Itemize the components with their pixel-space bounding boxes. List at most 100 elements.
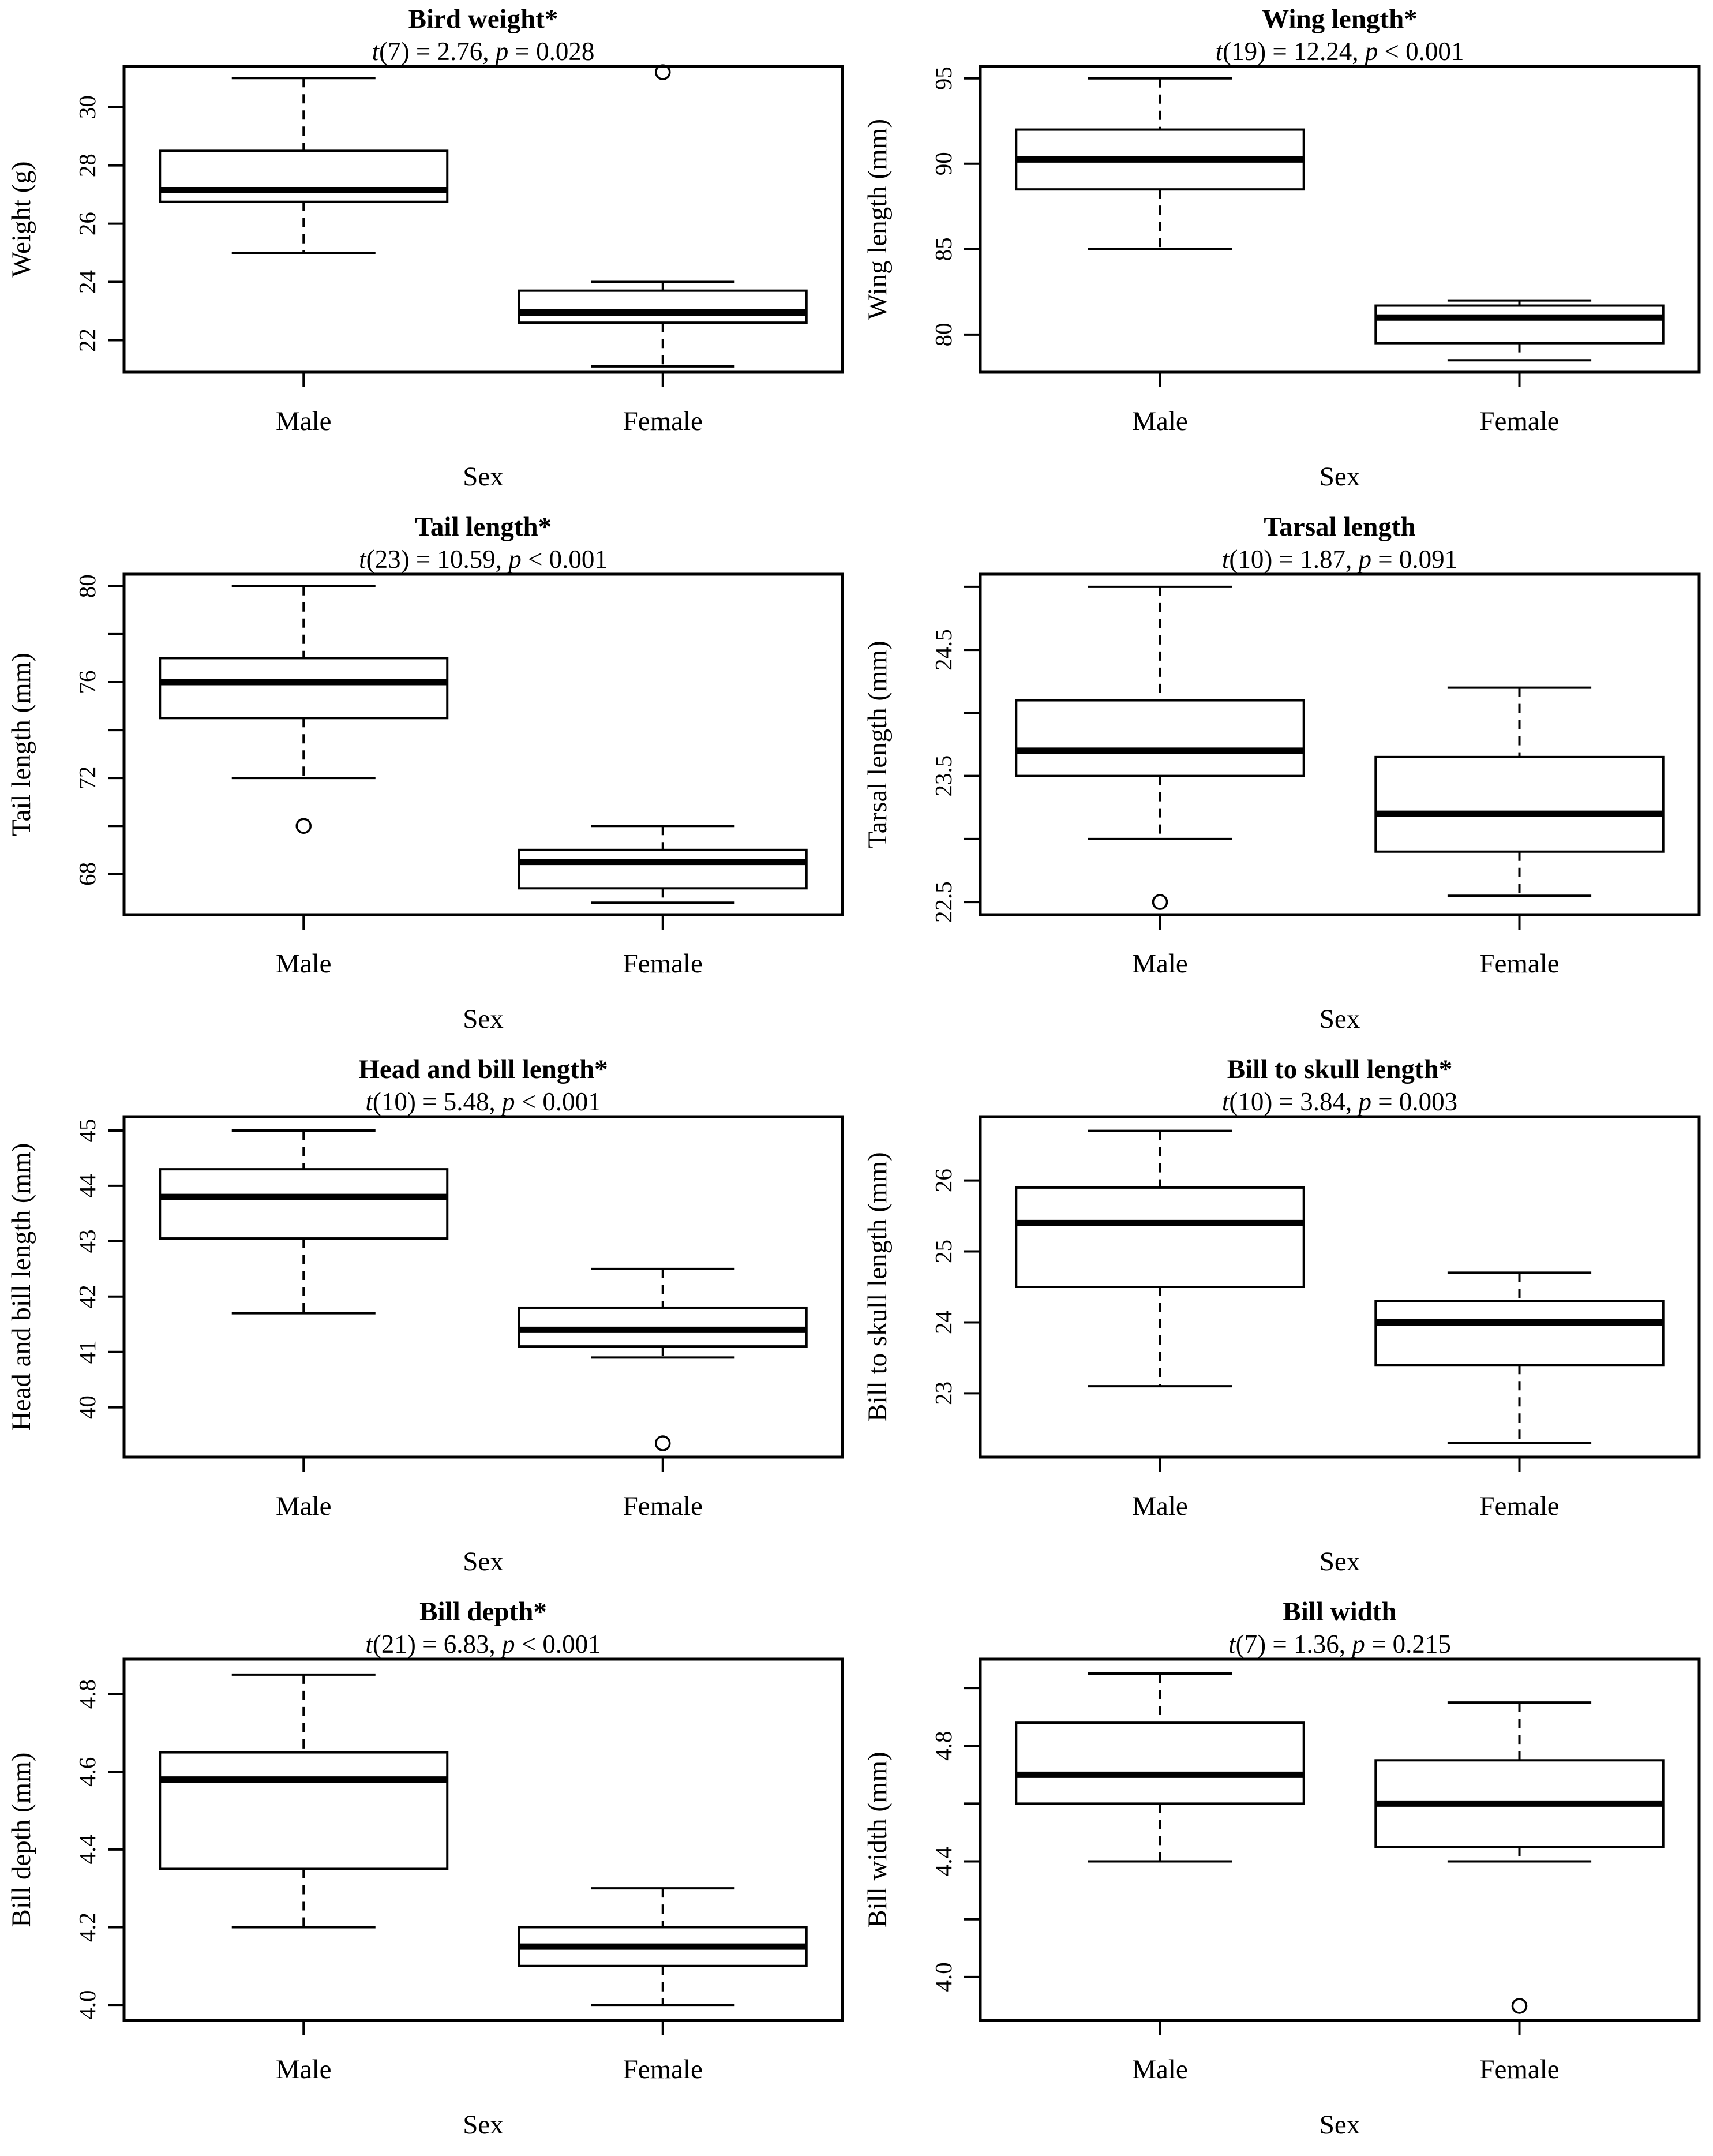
iqr-box (159, 1168, 449, 1240)
y-tick-label: 4.8 (930, 1731, 957, 1761)
y-tick-label: 41 (74, 1340, 100, 1364)
plot-geometry: 80 85 90 95 (930, 65, 1701, 387)
category-label-male: Male (1132, 949, 1188, 979)
wing-length-plot: Wing length* t(19) = 12.24, p < 0.001 Wi… (863, 4, 1701, 492)
x-axis-label: Sex (463, 462, 504, 492)
y-tick-label: 4.4 (930, 1847, 957, 1876)
y-axis-label: Bill to skull length (mm) (863, 1152, 893, 1421)
plot-geometry: 4.0 4.2 4.4 4.6 4.8 (74, 1657, 844, 2035)
stat-p-symbol: p (500, 1087, 515, 1116)
y-axis-label: Tarsal length (mm) (863, 641, 893, 848)
plot-border (122, 1657, 844, 2022)
plot-geometry: 4.0 4.4 4.8 (930, 1657, 1701, 2035)
stat-t-value: (7) = 1.36, (1236, 1630, 1352, 1659)
panel-stats: t(7) = 2.76, p = 0.028 (372, 37, 595, 66)
panel-title: Tail length* (415, 512, 552, 542)
stat-t-symbol: t (1216, 37, 1224, 66)
stat-p-value: < 0.001 (1378, 37, 1464, 66)
stat-p-value: < 0.001 (515, 1630, 601, 1659)
tail-length-plot: Tail length* t(23) = 10.59, p < 0.001 Ta… (6, 512, 844, 1034)
iqr-box (1374, 304, 1665, 345)
y-tick-label: 4.0 (930, 1962, 957, 1992)
y-tick-label: 45 (74, 1118, 100, 1142)
stat-t-symbol: t (365, 1630, 373, 1659)
boxplot-panel-bill-skull-length: Bill to skull length* t(10) = 3.84, p = … (856, 1050, 1713, 1593)
plot-geometry: 68 72 76 80 (74, 572, 844, 930)
boxplot-panel-tarsal-length: Tarsal length t(10) = 1.87, p = 0.091 Ta… (856, 508, 1713, 1050)
y-tick-label: 72 (74, 766, 100, 790)
outlier-point (655, 64, 671, 80)
x-axis-label: Sex (463, 2110, 504, 2140)
bird-weight-plot: Bird weight* t(7) = 2.76, p = 0.028 Weig… (6, 4, 844, 492)
stat-p-symbol: p (1356, 545, 1371, 574)
bill-width-plot: Bill width t(7) = 1.36, p = 0.215 Bill w… (863, 1597, 1701, 2140)
iqr-box (518, 848, 808, 890)
y-tick-label: 26 (930, 1169, 957, 1192)
stat-t-symbol: t (359, 545, 367, 574)
x-axis-label: Sex (1320, 2110, 1360, 2140)
stat-p-symbol: p (1350, 1630, 1365, 1659)
stat-t-value: (19) = 12.24, (1223, 37, 1365, 66)
panel-title: Head and bill length* (358, 1054, 608, 1084)
stat-t-value: (7) = 2.76, (379, 37, 496, 66)
category-label-female: Female (1479, 406, 1559, 436)
boxplot-panel-head-bill-length: Head and bill length* t(10) = 5.48, p < … (0, 1050, 856, 1593)
category-label-female: Female (1479, 1491, 1559, 1521)
plot-border (122, 572, 844, 916)
y-tick-label: 4.0 (74, 1990, 100, 2019)
stat-p-value: < 0.001 (515, 1087, 601, 1116)
category-label-female: Female (623, 2054, 703, 2084)
stat-t-symbol: t (365, 1087, 373, 1116)
y-tick-label: 23.5 (930, 755, 957, 797)
stat-t-value: (10) = 1.87, (1229, 545, 1358, 574)
panel-stats: t(23) = 10.59, p < 0.001 (359, 545, 608, 574)
stat-p-value: = 0.003 (1371, 1087, 1457, 1116)
stat-p-value: = 0.091 (1371, 545, 1457, 574)
y-tick-label: 28 (74, 154, 100, 177)
y-tick-label: 26 (74, 212, 100, 235)
iqr-box (159, 149, 449, 203)
outlier-point (1152, 894, 1168, 910)
stat-t-value: (23) = 10.59, (366, 545, 509, 574)
category-label-female: Female (623, 406, 703, 436)
y-tick-label: 24 (74, 270, 100, 294)
panel-title: Bill to skull length* (1227, 1054, 1452, 1084)
boxplot-panel-bill-width: Bill width t(7) = 1.36, p = 0.215 Bill w… (856, 1593, 1713, 2156)
y-tick-label: 4.4 (74, 1835, 100, 1864)
stat-p-value: = 0.215 (1365, 1630, 1451, 1659)
boxplot-panel-bird-weight: Bird weight* t(7) = 2.76, p = 0.028 Weig… (0, 0, 856, 508)
y-axis-label: Wing length (mm) (863, 119, 893, 320)
category-label-male: Male (1132, 406, 1188, 436)
x-axis-label: Sex (463, 1547, 504, 1577)
iqr-box (1374, 755, 1665, 853)
boxplot-panel-tail-length: Tail length* t(23) = 10.59, p < 0.001 Ta… (0, 508, 856, 1050)
y-tick-label: 44 (74, 1174, 100, 1197)
plot-border (122, 1115, 844, 1459)
stat-t-value: (10) = 5.48, (373, 1087, 502, 1116)
y-tick-label: 23 (930, 1382, 957, 1405)
panel-title: Wing length* (1262, 4, 1417, 34)
panel-title: Bill depth* (419, 1597, 547, 1627)
panel-stats: t(7) = 1.36, p = 0.215 (1228, 1630, 1451, 1659)
boxplot-panel-wing-length: Wing length* t(19) = 12.24, p < 0.001 Wi… (856, 0, 1713, 508)
stat-t-symbol: t (1222, 1087, 1230, 1116)
stat-p-value: = 0.028 (508, 37, 594, 66)
y-tick-label: 24 (930, 1311, 957, 1334)
x-axis-label: Sex (1320, 1547, 1360, 1577)
x-axis-label: Sex (463, 1004, 504, 1034)
category-label-male: Male (276, 406, 332, 436)
stat-t-value: (21) = 6.83, (373, 1630, 502, 1659)
category-label-female: Female (1479, 949, 1559, 979)
stat-p-symbol: p (507, 545, 522, 574)
x-axis-label: Sex (1320, 462, 1360, 492)
y-axis-label: Head and bill length (mm) (6, 1143, 36, 1431)
y-tick-label: 68 (74, 862, 100, 886)
plot-border (122, 65, 844, 374)
y-tick-label: 4.2 (74, 1912, 100, 1942)
bill-skull-length-plot: Bill to skull length* t(10) = 3.84, p = … (863, 1054, 1701, 1577)
stat-p-symbol: p (494, 37, 509, 66)
iqr-box (159, 657, 449, 720)
stat-t-value: (10) = 3.84, (1229, 1087, 1358, 1116)
panel-stats: t(21) = 6.83, p < 0.001 (365, 1630, 601, 1659)
